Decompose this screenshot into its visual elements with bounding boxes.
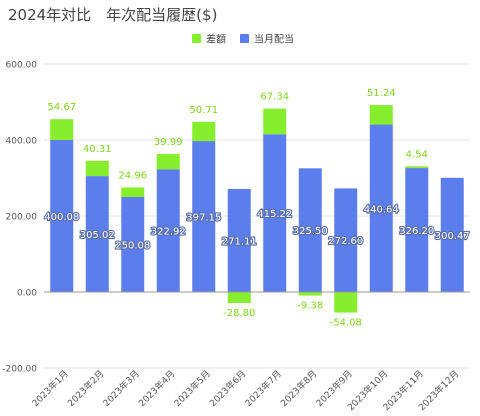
bar-diff: [50, 119, 74, 140]
data-label-base: 400.08: [44, 212, 79, 223]
bar-diff: [192, 121, 216, 142]
y-tick-label: 400.00: [6, 137, 38, 147]
data-label-base: 325.50: [293, 226, 328, 237]
x-tick-label: 2023年7月: [242, 368, 283, 409]
data-label-diff: 54.67: [47, 102, 76, 113]
x-tick-label: 2023年6月: [207, 368, 248, 409]
y-tick-label: -200.00: [2, 365, 37, 375]
data-label-base: 305.02: [80, 230, 115, 241]
x-tick-label: 2023年4月: [136, 368, 177, 409]
bar-diff: [121, 187, 145, 197]
data-label-diff: 40.31: [83, 144, 112, 155]
data-label-diff: 24.96: [118, 170, 147, 181]
bar-diff: [263, 108, 287, 135]
x-tick-label: 2023年8月: [278, 368, 319, 409]
data-label-diff: -54.08: [330, 318, 362, 329]
y-tick-label: 600.00: [6, 61, 38, 71]
data-label-diff: 51.24: [367, 88, 396, 99]
bar-base: [156, 169, 180, 292]
data-label-diff: 4.54: [406, 149, 428, 160]
bar-base: [50, 139, 74, 292]
x-tick-label: 2023年3月: [100, 368, 141, 409]
legend-label: 当月配当: [254, 33, 294, 46]
data-label-base: 326.20: [399, 226, 434, 237]
bar-base: [263, 134, 287, 292]
bar-base: [334, 188, 358, 292]
data-label-base: 397.15: [186, 213, 221, 224]
bar-base: [85, 176, 109, 292]
bar-diff: [85, 160, 109, 177]
bar-base: [369, 124, 393, 293]
y-tick-label: 0.00: [17, 289, 37, 299]
bar-diff: [227, 292, 251, 303]
bar-base: [298, 168, 322, 292]
x-tick-label: 2023年2月: [65, 368, 106, 409]
chart-title: 2024年対比 年次配当履歴($): [8, 6, 218, 24]
bar-diff: [369, 105, 393, 125]
y-tick-label: 200.00: [6, 213, 38, 223]
data-label-base: 322.92: [151, 227, 186, 238]
bar-base: [405, 168, 429, 292]
data-label-diff: -9.38: [297, 301, 323, 312]
data-label-base: 272.60: [328, 236, 363, 247]
data-label-diff: -28.80: [223, 308, 255, 319]
legend-swatch: [192, 34, 201, 43]
data-label-base: 271.11: [222, 236, 257, 247]
bar-diff: [298, 292, 322, 296]
data-label-diff: 50.71: [189, 105, 218, 116]
data-label-base: 440.64: [364, 204, 399, 215]
data-label-base: 415.22: [257, 209, 292, 220]
bar-diff: [334, 292, 358, 313]
data-label-diff: 39.99: [154, 137, 183, 148]
legend-label: 差額: [206, 33, 226, 46]
bar-base: [227, 188, 251, 292]
bar-base: [121, 196, 145, 292]
bar-diff: [156, 154, 180, 170]
data-label-base: 250.08: [115, 240, 150, 251]
bar-base: [192, 141, 216, 292]
bar-base: [440, 177, 464, 292]
legend-swatch: [240, 34, 249, 43]
x-tick-label: 2023年5月: [171, 368, 212, 409]
bar-diff: [405, 166, 429, 169]
data-label-base: 300.47: [435, 231, 470, 242]
data-label-diff: 67.34: [260, 92, 289, 103]
